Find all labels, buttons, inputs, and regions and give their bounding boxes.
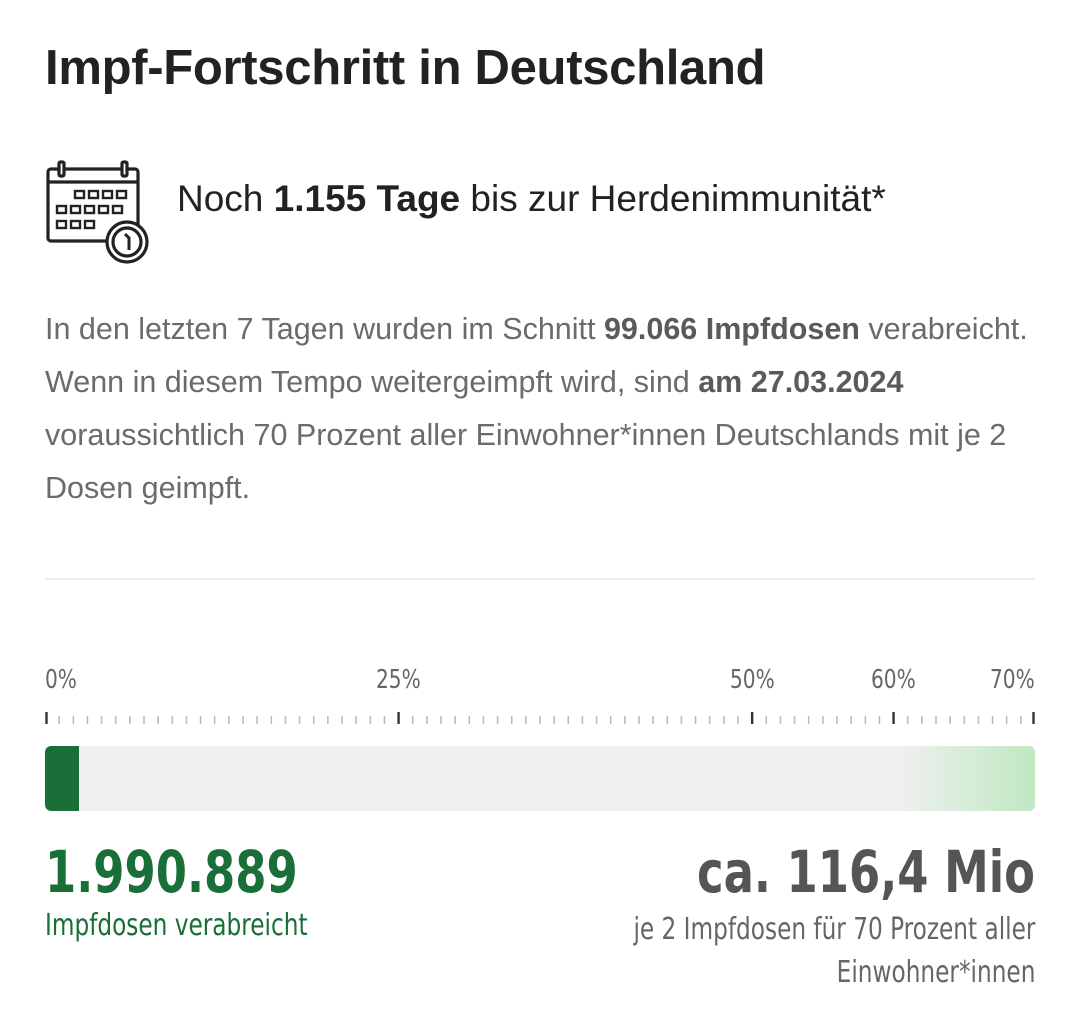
doses-target-label-line1: je 2 Impfdosen für 70 Prozent aller [633, 912, 1035, 947]
tick-label-50: 50% [729, 665, 775, 695]
countdown-prefix: Noch [177, 178, 274, 219]
progress-scale: 0% 25% 50% 60% 70% [45, 665, 1035, 725]
desc-avg-doses: 99.066 Impfdosen [603, 312, 860, 346]
tick-label-70: 70% [990, 665, 1035, 695]
tick-label-60: 60% [871, 665, 916, 695]
progress-bar-track [45, 746, 1035, 811]
desc-part2: verabreicht. Wenn in diesem Tempo weiter… [45, 312, 1028, 399]
doses-target-label: je 2 Impfdosen für 70 Prozent aller Einw… [633, 908, 1035, 994]
countdown-text: Noch 1.155 Tage bis zur Herdenimmunität* [177, 178, 886, 220]
desc-date: am 27.03.2024 [698, 365, 904, 399]
desc-part1: In den letzten 7 Tagen wurden im Schnitt [45, 312, 604, 346]
herd-immunity-countdown: Noch 1.155 Tage bis zur Herdenimmunität* [45, 160, 1035, 270]
doses-given-value: 1.990.889 [45, 838, 298, 906]
projection-description: In den letzten 7 Tagen wurden im Schnitt… [45, 303, 1035, 515]
page-title: Impf-Fortschritt in Deutschland [45, 41, 766, 95]
countdown-days: 1.155 Tage [273, 178, 461, 219]
tick-label-25: 25% [376, 665, 421, 695]
progress-bar-fill [45, 746, 79, 811]
countdown-suffix: bis zur Herdenimmunität* [460, 178, 886, 219]
section-divider [45, 578, 1035, 580]
calendar-clock-icon [46, 160, 149, 264]
desc-part3: voraussichtlich 70 Prozent aller Einwohn… [45, 418, 1007, 505]
doses-given-label: Impfdosen verabreicht [45, 908, 308, 943]
scale-ticks [45, 712, 1035, 724]
tick-label-0: 0% [45, 665, 77, 695]
doses-target-label-line2: Einwohner*innen [836, 955, 1035, 990]
doses-target-value: ca. 116,4 Mio [697, 838, 1035, 906]
